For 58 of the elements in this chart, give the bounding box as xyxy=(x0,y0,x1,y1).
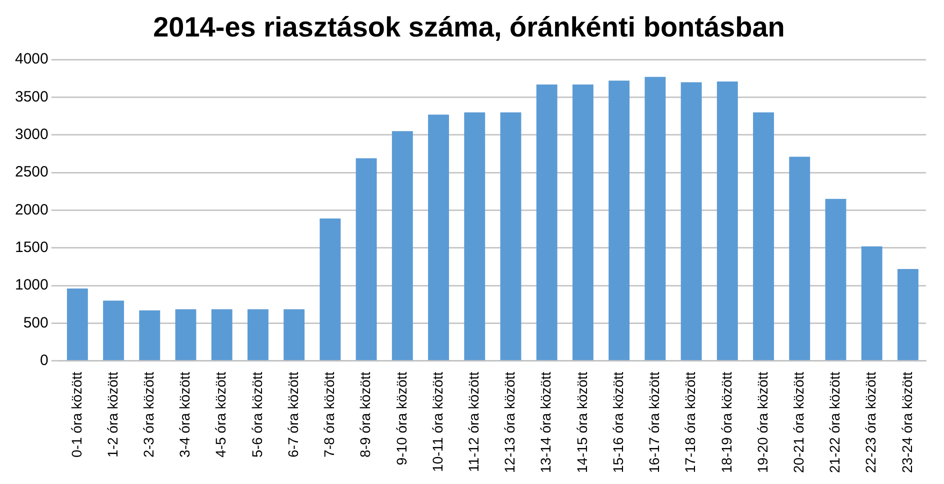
bar xyxy=(861,246,882,360)
x-tick-label: 2-3 óra között xyxy=(140,372,157,458)
y-tick-label: 4000 xyxy=(14,50,48,68)
x-tick-label: 12-13 óra között xyxy=(502,372,518,473)
x-tick-label: 7-8 óra között xyxy=(321,372,338,458)
bar xyxy=(825,198,846,360)
bar xyxy=(644,76,666,360)
x-tick-label: 11-12 óra között xyxy=(465,372,482,472)
x-tick-label: 17-18 óra között xyxy=(682,372,698,473)
bar xyxy=(716,81,738,360)
x-tick-label: 1-2 óra között xyxy=(104,372,120,458)
x-tick-label: 20-21 óra között xyxy=(790,372,806,473)
x-tick-label: 8-9 óra között xyxy=(357,372,374,458)
y-tick-label: 2000 xyxy=(14,201,48,218)
bar xyxy=(211,309,232,360)
bar xyxy=(139,310,160,360)
x-tick-label: 19-20 óra között xyxy=(754,372,770,473)
bar xyxy=(753,112,774,360)
bar xyxy=(428,114,449,360)
x-tick-label: 16-17 óra között xyxy=(646,372,662,473)
x-tick-label: 3-4 óra között xyxy=(176,372,193,458)
bar xyxy=(320,218,341,360)
bar xyxy=(248,309,268,360)
bar xyxy=(464,112,486,360)
y-tick-label: 0 xyxy=(40,352,48,369)
bar xyxy=(680,82,702,360)
x-tick-label: 22-23 óra között xyxy=(862,372,879,473)
bar xyxy=(608,80,630,360)
bar xyxy=(572,84,594,360)
x-tick-label: 10-11 óra között xyxy=(429,372,446,472)
chart-title: 2014-es riasztások száma, óránkénti bontásban xyxy=(153,12,785,43)
bar xyxy=(175,309,196,360)
bar xyxy=(392,131,413,360)
bar xyxy=(284,309,305,360)
bar xyxy=(536,84,558,360)
bar xyxy=(897,268,918,360)
x-tick-label: 0-1 óra között xyxy=(68,372,84,458)
x-tick-label: 9-10 óra között xyxy=(393,372,410,466)
x-tick-label: 4-5 óra között xyxy=(212,372,229,458)
y-tick-label: 1500 xyxy=(14,239,48,256)
x-tick-label: 23-24 óra között xyxy=(898,372,915,473)
x-tick-label: 5-6 óra között xyxy=(248,372,265,458)
bar xyxy=(356,158,377,360)
x-tick-label: 18-19 óra között xyxy=(718,372,734,473)
x-tick-label: 14-15 óra között xyxy=(574,372,590,473)
bar xyxy=(789,156,810,360)
x-tick-label: 6-7 óra között xyxy=(284,372,301,458)
x-tick-label: 15-16 óra között xyxy=(610,372,626,473)
bar xyxy=(66,288,88,360)
bar xyxy=(500,112,522,360)
y-tick-label: 500 xyxy=(23,314,48,332)
y-tick-label: 3000 xyxy=(14,126,48,144)
y-tick-label: 2500 xyxy=(14,164,48,181)
y-tick-label: 1000 xyxy=(14,276,48,294)
bar xyxy=(103,300,124,360)
y-tick-label: 3500 xyxy=(14,88,48,106)
x-tick-label: 13-14 óra között xyxy=(538,372,554,473)
x-tick-label: 21-22 óra között xyxy=(826,372,843,473)
